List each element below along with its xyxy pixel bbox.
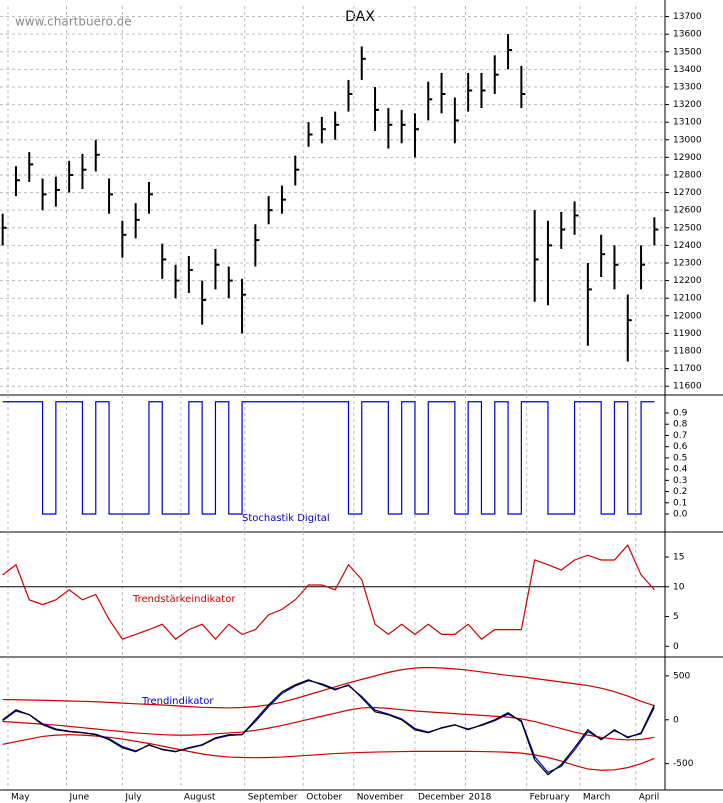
watermark: www.chartbuero.de bbox=[15, 15, 132, 29]
x-tick-label: June bbox=[69, 793, 90, 803]
y-tick-label: 12000 bbox=[673, 311, 702, 321]
y-tick-label: 0 bbox=[673, 715, 679, 725]
x-tick-label: March bbox=[583, 793, 610, 803]
panel-label: Trendindikator bbox=[141, 696, 214, 707]
x-tick-label: August bbox=[184, 793, 216, 803]
y-tick-label: 13000 bbox=[673, 135, 702, 145]
y-tick-label: 12700 bbox=[673, 188, 702, 198]
y-tick-label: 13100 bbox=[673, 118, 702, 128]
line bbox=[2, 679, 655, 776]
y-tick-label: 5 bbox=[673, 612, 679, 622]
y-tick-label: 11800 bbox=[673, 346, 702, 356]
y-tick-label: 0.7 bbox=[673, 431, 687, 441]
y-tick-label: 0 bbox=[673, 642, 679, 652]
x-tick-label: February bbox=[530, 793, 571, 803]
y-tick-label: 13700 bbox=[673, 12, 702, 22]
x-tick-label: May bbox=[11, 793, 30, 803]
y-tick-label: 0.1 bbox=[673, 498, 687, 508]
y-tick-label: 11900 bbox=[673, 329, 702, 339]
y-tick-label: 12200 bbox=[673, 276, 702, 286]
y-tick-label: -500 bbox=[673, 759, 694, 769]
y-tick-label: 0.8 bbox=[673, 420, 688, 430]
y-tick-label: 0.5 bbox=[673, 453, 687, 463]
y-tick-label: 12300 bbox=[673, 258, 702, 268]
x-tick-label: July bbox=[124, 793, 142, 803]
x-tick-label: April bbox=[639, 793, 660, 803]
line bbox=[2, 680, 655, 774]
panel-label: Trendstärkeindikator bbox=[132, 594, 236, 605]
y-tick-label: 10 bbox=[673, 582, 685, 592]
panel-label: Stochastik Digital bbox=[242, 513, 330, 524]
line bbox=[2, 706, 655, 741]
y-tick-label: 12900 bbox=[673, 153, 702, 163]
x-tick-label: September bbox=[248, 793, 298, 803]
x-tick-label: December bbox=[418, 793, 465, 803]
line bbox=[2, 544, 655, 641]
y-tick-label: 0.9 bbox=[673, 408, 688, 418]
line bbox=[2, 401, 655, 515]
y-tick-label: 0.3 bbox=[673, 476, 687, 486]
y-tick-label: 13600 bbox=[673, 30, 702, 40]
line bbox=[2, 666, 655, 709]
x-tick-label: October bbox=[306, 793, 342, 803]
x-tick-label: November bbox=[357, 793, 404, 803]
y-tick-label: 0.6 bbox=[673, 442, 688, 452]
y-tick-label: 11600 bbox=[673, 382, 702, 392]
y-tick-label: 11700 bbox=[673, 364, 702, 374]
y-tick-label: 12100 bbox=[673, 294, 702, 304]
y-tick-label: 12800 bbox=[673, 170, 702, 180]
y-tick-label: 12500 bbox=[673, 223, 702, 233]
y-tick-label: 13300 bbox=[673, 82, 702, 92]
y-tick-label: 500 bbox=[673, 671, 690, 681]
y-tick-label: 12400 bbox=[673, 241, 702, 251]
y-tick-label: 0.4 bbox=[673, 465, 688, 475]
y-tick-label: 0.0 bbox=[673, 510, 688, 520]
y-tick-label: 0.2 bbox=[673, 487, 687, 497]
y-tick-label: 15 bbox=[673, 553, 684, 563]
y-tick-label: 12600 bbox=[673, 206, 702, 216]
x-tick-label: 2018 bbox=[469, 793, 492, 803]
line bbox=[2, 734, 655, 771]
y-tick-label: 13200 bbox=[673, 100, 702, 110]
y-tick-label: 13500 bbox=[673, 47, 702, 57]
y-tick-label: 13400 bbox=[673, 65, 702, 75]
